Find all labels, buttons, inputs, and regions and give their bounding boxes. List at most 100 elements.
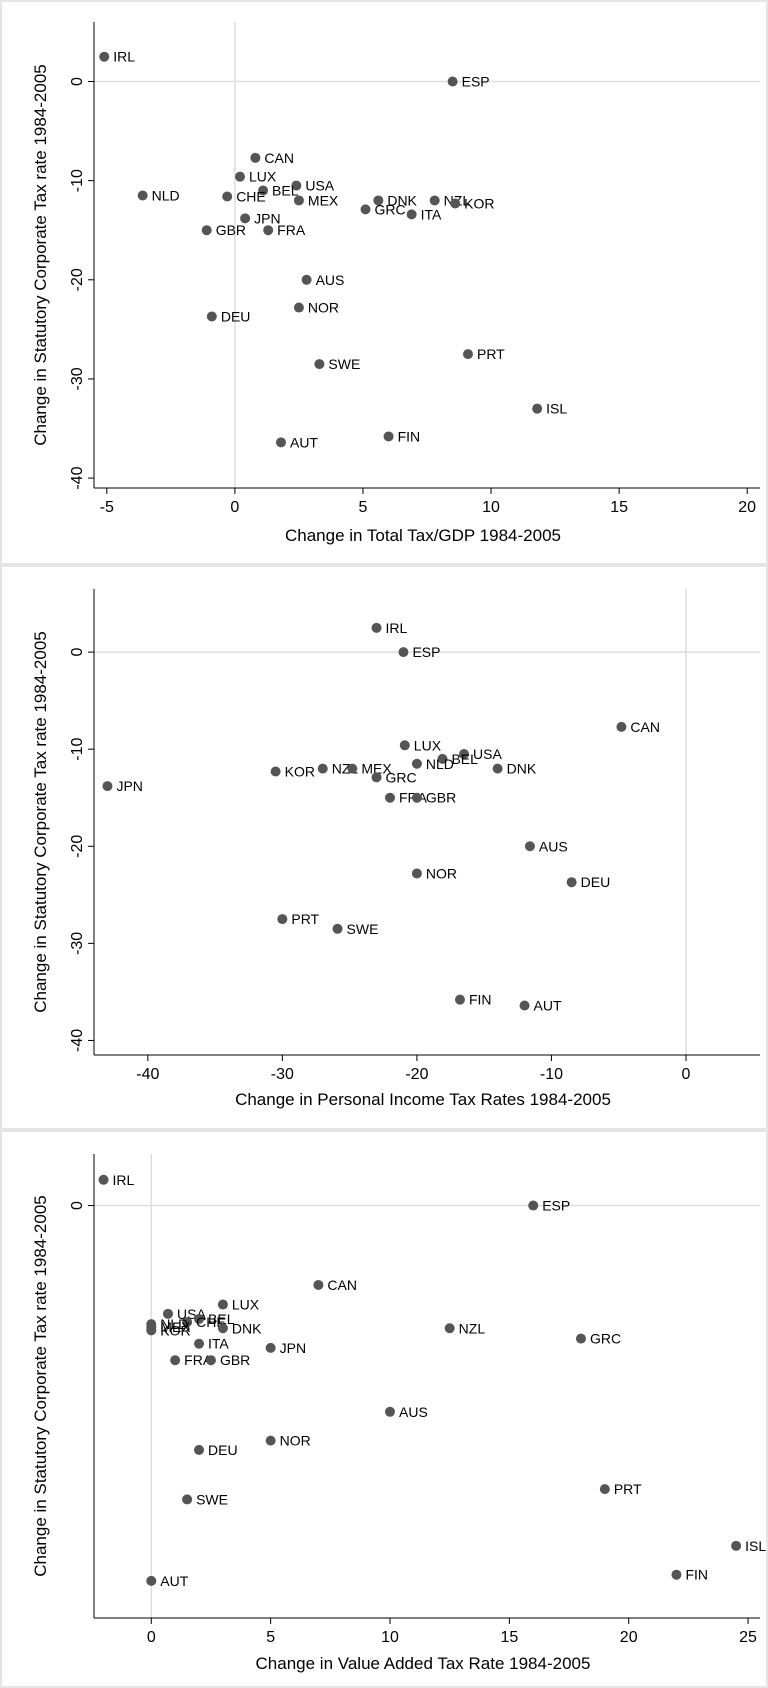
y-tick-label: -10: [69, 738, 86, 761]
point-label: NLD: [152, 188, 180, 204]
x-tick-label: 20: [620, 1629, 638, 1646]
point-marker: [411, 758, 422, 769]
point-label: GBR: [220, 1352, 250, 1368]
point-label: NLD: [426, 756, 454, 772]
x-tick-label: 0: [230, 499, 239, 516]
point-marker: [170, 1355, 181, 1366]
point-marker: [201, 225, 212, 236]
y-tick-label: -10: [69, 169, 86, 192]
point-marker: [599, 1484, 610, 1495]
point-marker: [528, 1200, 539, 1211]
point-label: DNK: [387, 192, 417, 208]
point-label: MEX: [361, 761, 392, 777]
point-marker: [206, 311, 217, 322]
x-axis-title: Change in Personal Income Tax Rates 1984…: [235, 1090, 611, 1109]
data-point-kor: KOR: [450, 195, 495, 211]
point-marker: [258, 185, 269, 196]
x-tick-label: 5: [359, 499, 368, 516]
point-label: FRA: [184, 1352, 213, 1368]
point-marker: [450, 198, 461, 209]
data-point-lux: LUX: [217, 1297, 260, 1313]
data-point-che: CHE: [182, 1314, 226, 1330]
point-label: AUT: [160, 1573, 188, 1589]
data-point-bel: BEL: [437, 751, 478, 767]
point-marker: [411, 792, 422, 803]
point-label: FIN: [398, 428, 421, 444]
data-point-jpn: JPN: [265, 1340, 306, 1356]
data-point-nld: NLD: [411, 756, 454, 772]
y-axis-title: Change in Statutory Corporate Tax rate 1…: [31, 1195, 50, 1577]
point-label: JPN: [116, 778, 142, 794]
point-marker: [314, 359, 325, 370]
point-marker: [447, 76, 458, 87]
point-marker: [371, 622, 382, 633]
point-label: AUS: [539, 838, 568, 854]
data-point-fin: FIN: [671, 1567, 708, 1583]
point-marker: [532, 403, 543, 414]
point-marker: [524, 841, 535, 852]
point-marker: [250, 152, 261, 163]
point-label: ITA: [421, 206, 442, 222]
point-marker: [182, 1494, 193, 1505]
data-point-nor: NOR: [411, 865, 457, 881]
point-marker: [235, 171, 246, 182]
data-point-esp: ESP: [447, 73, 490, 89]
point-label: AUS: [316, 272, 345, 288]
point-label: BEL: [272, 183, 299, 199]
x-tick-label: 10: [381, 1629, 399, 1646]
point-label: IRL: [113, 1172, 135, 1188]
data-point-dnk: DNK: [217, 1320, 262, 1336]
point-marker: [270, 766, 281, 777]
x-tick-label: -20: [405, 1066, 428, 1083]
point-label: USA: [305, 178, 334, 194]
data-point-isl: ISL: [532, 401, 567, 417]
point-marker: [205, 1355, 216, 1366]
y-tick-label: -30: [69, 932, 86, 955]
point-label: JPN: [254, 210, 280, 226]
point-label: PRT: [614, 1481, 642, 1497]
data-point-can: CAN: [313, 1277, 357, 1293]
point-label: SWE: [196, 1491, 228, 1507]
y-tick-label: -40: [69, 1029, 86, 1052]
point-label: NOR: [426, 865, 457, 881]
data-point-aus: AUS: [385, 1404, 428, 1420]
point-label: AUS: [399, 1404, 428, 1420]
point-marker: [383, 431, 394, 442]
point-marker: [301, 274, 312, 285]
point-marker: [575, 1333, 586, 1344]
point-label: FRA: [277, 222, 306, 238]
point-marker: [98, 1174, 109, 1185]
point-label: GRC: [590, 1331, 621, 1347]
x-tick-label: -5: [100, 499, 114, 516]
point-marker: [332, 923, 343, 934]
point-marker: [492, 763, 503, 774]
scatter-chart-1: -5 0 5 10 15 20 0 -10 -20 -30 -40 Change in Total T…: [0, 0, 768, 565]
point-label: JPN: [280, 1340, 306, 1356]
point-label: KOR: [285, 764, 315, 780]
data-point-kor: KOR: [146, 1322, 191, 1338]
data-point-nld: NLD: [137, 188, 180, 204]
data-point-prt: PRT: [599, 1481, 642, 1497]
y-axis-title: Change in Statutory Corporate Tax rate 1…: [31, 64, 50, 446]
point-marker: [406, 209, 417, 220]
data-point-isl: ISL: [731, 1538, 766, 1554]
point-label: FIN: [469, 992, 492, 1008]
data-point-lux: LUX: [399, 737, 442, 753]
point-marker: [217, 1299, 228, 1310]
point-marker: [146, 1575, 157, 1586]
data-point-aut: AUT: [146, 1573, 189, 1589]
point-label: ESP: [412, 644, 440, 660]
point-label: ITA: [208, 1336, 229, 1352]
data-point-bel: BEL: [194, 1311, 235, 1327]
point-label: DEU: [581, 874, 611, 890]
point-label: MEX: [308, 192, 339, 208]
point-marker: [437, 753, 448, 764]
point-marker: [182, 1317, 193, 1328]
x-tick-label: 0: [147, 1629, 156, 1646]
point-marker: [293, 302, 304, 313]
point-label: NOR: [280, 1433, 311, 1449]
point-label: GBR: [426, 790, 456, 806]
x-tick-label: -10: [540, 1066, 563, 1083]
data-point-fra: FRA: [170, 1352, 213, 1368]
data-point-usa: USA: [291, 178, 335, 194]
